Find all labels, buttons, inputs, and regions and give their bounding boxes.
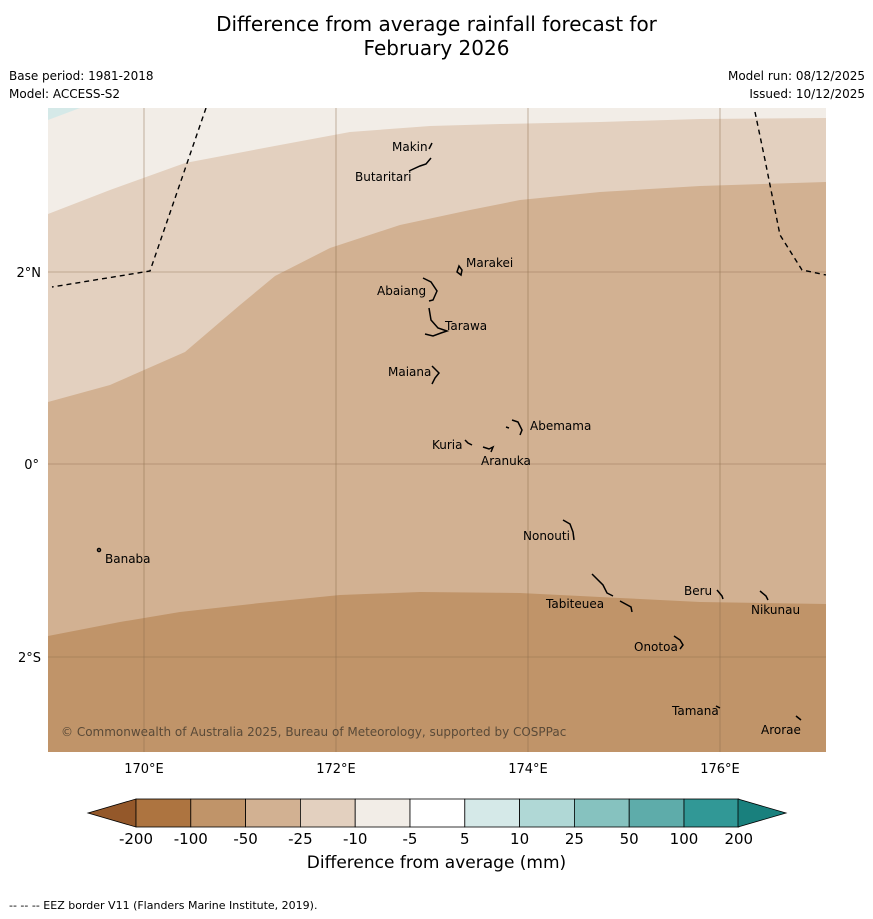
- colorbar-box-3: [299, 798, 356, 828]
- colorbar-box-10: [683, 798, 740, 828]
- colorbar-box-5: [409, 798, 466, 828]
- place-label-tarawa: Tarawa: [444, 319, 487, 333]
- place-label-arorae: Arorae: [761, 723, 801, 737]
- meta-left: Base period: 1981-2018 Model: ACCESS-S2: [9, 67, 154, 103]
- colorbar-label-3: -25: [288, 830, 313, 848]
- lon-tick-170e: 170°E: [124, 762, 164, 777]
- lon-tick-174e: 174°E: [508, 762, 548, 777]
- model-run: Model run: 08/12/2025: [727, 69, 865, 83]
- colorbar-label-6: 5: [460, 830, 470, 848]
- copyright-notice: © Commonwealth of Australia 2025, Bureau…: [61, 725, 566, 739]
- graticule: [48, 108, 826, 752]
- island-nonouti: [562, 519, 575, 541]
- colorbar-title: Difference from average (mm): [306, 853, 567, 873]
- colorbar-label-2: -50: [233, 830, 258, 848]
- colorbar-box-8: [574, 798, 630, 828]
- colorbar-label-0: -200: [119, 830, 153, 848]
- eez-border-west: [51, 108, 207, 288]
- place-label-butaritari: Butaritari: [355, 170, 412, 184]
- colorbar-label-11: 200: [724, 830, 753, 848]
- issued-date: Issued: 10/12/2025: [749, 87, 865, 101]
- band-minus-25-10: [48, 108, 826, 402]
- colorbar-box-6: [464, 798, 520, 828]
- island-nikunau: [759, 590, 769, 601]
- colorbar-box-1: [190, 798, 247, 828]
- place-label-abemama: Abemama: [530, 419, 591, 433]
- lon-tick-176e: 176°E: [700, 762, 740, 777]
- island-tarawa: [424, 307, 450, 337]
- island-outlines: [96, 142, 802, 721]
- colorbar-box-9: [628, 798, 685, 828]
- colorbar: -200 -100 -50 -25 -10 -5 5 10 25 50 100 200: [86, 798, 788, 848]
- place-label-tabiteuea: Tabiteuea: [545, 597, 604, 611]
- island-makin: [428, 142, 433, 150]
- colorbar-box-0: [135, 798, 192, 828]
- island-arorae: [795, 715, 802, 721]
- map-title: Difference from average rainfall forecas…: [0, 12, 873, 60]
- colorbar-label-8: 25: [565, 830, 584, 848]
- band-minus-10-5: [48, 108, 826, 214]
- model-name: Model: ACCESS-S2: [9, 87, 121, 101]
- place-label-banaba: Banaba: [105, 552, 151, 566]
- island-beru: [716, 589, 724, 600]
- place-labels: Makin Butaritari Marakei Abaiang Tarawa …: [105, 140, 801, 737]
- eez-legend-note: -- -- -- EEZ border V11 (Flanders Marine…: [9, 899, 318, 912]
- colorbar-labels: -200 -100 -50 -25 -10 -5 5 10 25 50 100 200: [119, 830, 753, 848]
- colorbar-label-5: -5: [403, 830, 418, 848]
- place-label-makin: Makin: [392, 140, 428, 154]
- place-label-nikunau: Nikunau: [751, 603, 800, 617]
- colorbar-label-7: 10: [510, 830, 529, 848]
- colorbar-box-4: [354, 798, 411, 828]
- lon-tick-172e: 172°E: [316, 762, 356, 777]
- place-label-nonouti: Nonouti: [523, 529, 570, 543]
- colorbar-label-4: -10: [343, 830, 368, 848]
- place-label-kuria: Kuria: [432, 438, 463, 452]
- island-abemama: [505, 419, 523, 436]
- island-maiana: [431, 365, 441, 385]
- title-line-2: February 2026: [363, 36, 510, 60]
- island-kuria: [464, 439, 473, 446]
- place-label-beru: Beru: [684, 584, 712, 598]
- band-5-10-corner: [48, 108, 80, 120]
- island-butaritari: [408, 157, 432, 172]
- title-line-1: Difference from average rainfall forecas…: [216, 12, 657, 36]
- base-period: Base period: 1981-2018: [9, 69, 154, 83]
- eez-borders: [51, 108, 826, 288]
- colorbar-boxes: [135, 798, 740, 828]
- place-label-tamana: Tamana: [671, 704, 719, 718]
- island-abaiang: [422, 277, 438, 302]
- island-tabiteuea: [591, 573, 633, 613]
- place-label-marakei: Marakei: [466, 256, 513, 270]
- colorbar-label-10: 100: [670, 830, 699, 848]
- band-minus-100-50: [48, 592, 826, 752]
- map-area: Makin Butaritari Marakei Abaiang Tarawa …: [48, 108, 826, 752]
- eez-border-east: [754, 111, 826, 276]
- island-onotoa: [673, 635, 684, 650]
- island-aranuka: [482, 445, 495, 453]
- meta-right: Model run: 08/12/2025 Issued: 10/12/2025: [728, 67, 865, 103]
- place-label-onotoa: Onotoa: [634, 640, 678, 654]
- lat-tick-2n: 2°N: [17, 266, 42, 281]
- colorbar-box-7: [519, 798, 575, 828]
- place-label-maiana: Maiana: [388, 365, 431, 379]
- colorbar-extend-low: [86, 798, 137, 828]
- colorbar-extend-high: [737, 798, 788, 828]
- colorbar-label-9: 50: [620, 830, 639, 848]
- island-tamana: [715, 705, 721, 709]
- colorbar-box-2: [245, 798, 301, 828]
- lat-tick-2s: 2°S: [18, 651, 41, 666]
- lat-tick-0: 0°: [24, 458, 39, 473]
- place-label-aranuka: Aranuka: [481, 454, 531, 468]
- island-banaba: [96, 547, 102, 553]
- island-marakei: [456, 264, 463, 277]
- colorbar-label-1: -100: [174, 830, 208, 848]
- axis-tick-labels: 170°E 172°E 174°E 176°E 2°N 0° 2°S: [17, 266, 740, 777]
- place-label-abaiang: Abaiang: [377, 284, 426, 298]
